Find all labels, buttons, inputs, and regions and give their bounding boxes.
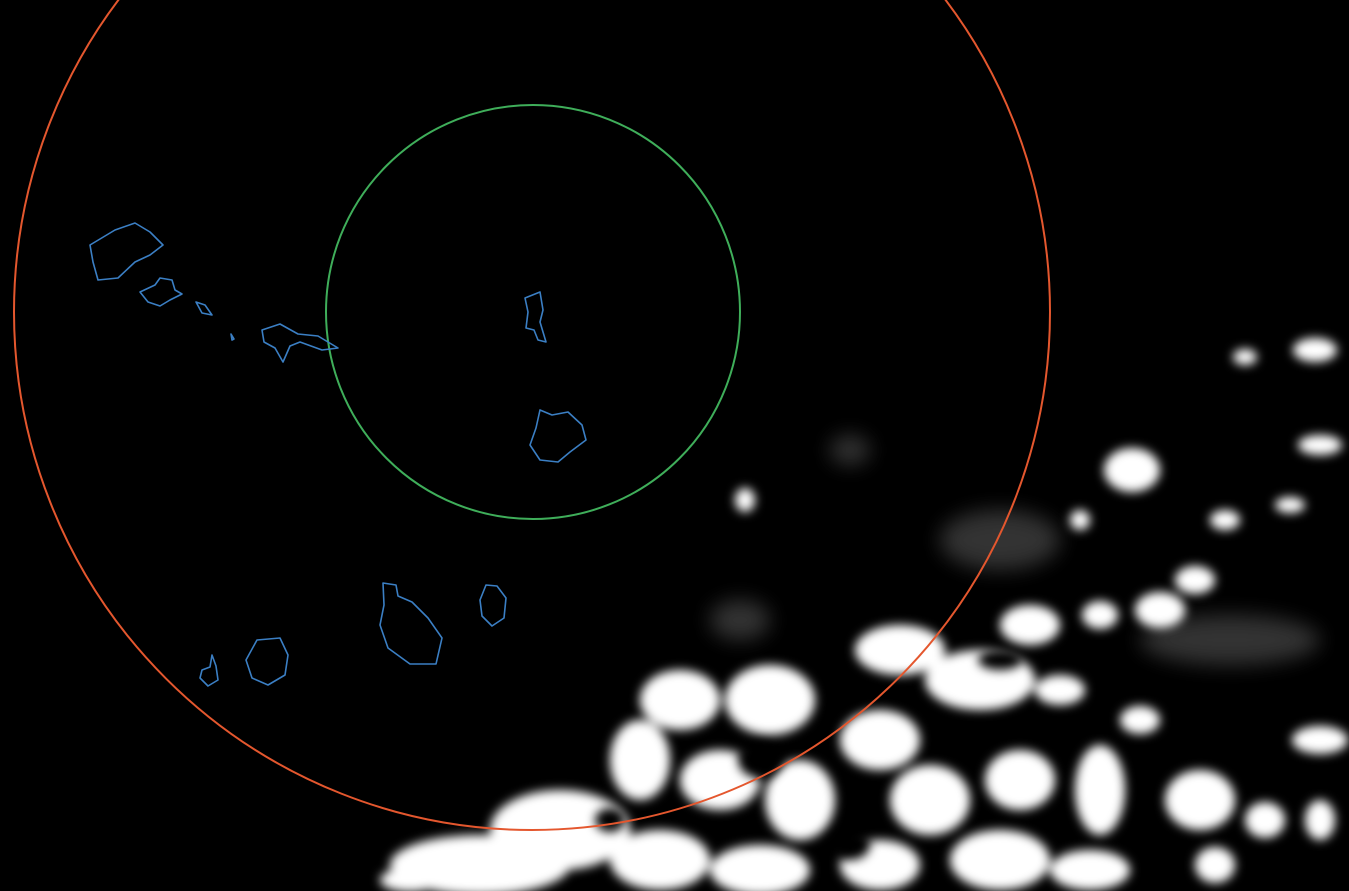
bright-regions [380, 338, 1348, 891]
outer-circle [13, 0, 1051, 831]
contour [245, 637, 289, 686]
contour [139, 277, 183, 307]
contour [89, 222, 164, 281]
contour [199, 654, 219, 687]
contour [230, 333, 235, 341]
contour [379, 582, 443, 665]
contour [479, 584, 507, 627]
inner-circle [325, 104, 741, 520]
haze [710, 435, 1320, 665]
contour [261, 323, 339, 363]
contour [529, 409, 587, 463]
dark-regions [595, 650, 1022, 860]
contours [89, 222, 587, 687]
contour [195, 301, 213, 316]
contour [524, 291, 547, 343]
